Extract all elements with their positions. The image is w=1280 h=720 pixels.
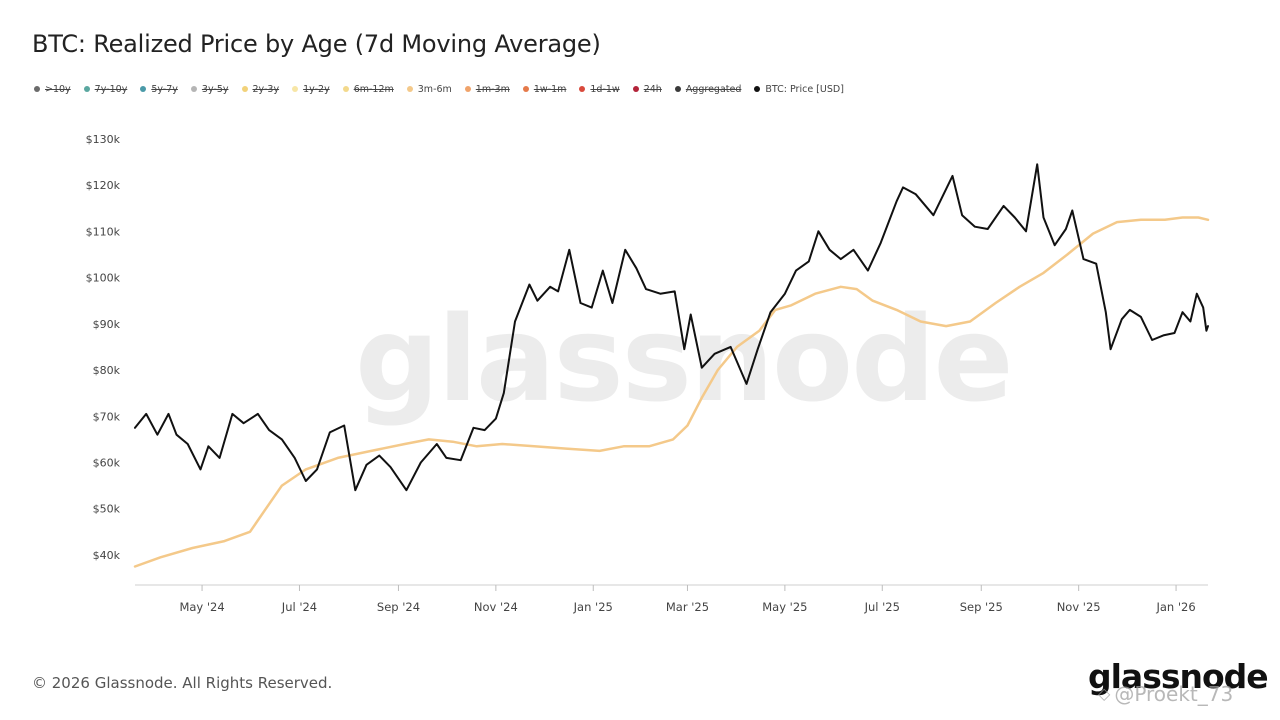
legend-item-btc-price-usd[interactable]: BTC: Price [USD] [754,84,844,95]
legend-dot [34,86,40,92]
legend-label: Aggregated [685,83,742,95]
copyright-text: © 2026 Glassnode. All Rights Reserved. [32,674,333,692]
x-tick-label: Sep '25 [960,600,1003,614]
legend-item-1w-1m[interactable]: 1w-1m [522,83,567,95]
legend-item-1y-2y[interactable]: 1y-2y [292,84,330,95]
y-tick-label: $120k [86,179,121,192]
legend-dot [190,86,197,92]
glassnode-logo: glassnode [1088,657,1269,696]
legend-item-1d-1w[interactable]: 1d-1w [579,83,620,95]
legend-item-24h[interactable]: 24h [632,83,662,95]
x-tick-label: Jan '25 [573,600,613,614]
legend-label: 1d-1w [590,83,620,95]
x-tick-label: May '24 [179,600,224,614]
legend-label: 3y-5y [201,83,229,95]
x-tick-label: Nov '24 [474,600,518,614]
x-tick-label: Nov '25 [1057,600,1101,614]
x-tick-label: Jul '24 [281,600,317,614]
chart-legend: >10y 7y-10y 5y-7y 3y-5y 2y-3y 1y-2y 6m-12m 3m-6… [34,82,857,96]
y-tick-label: $90k [93,318,121,331]
legend-item-5y-7y[interactable]: 5y-7y [140,84,178,95]
legend-dot [241,86,248,92]
legend-item-10y[interactable]: >10y [34,84,71,95]
x-tick-label: Jul '25 [864,600,900,614]
legend-label: 3m-6m [417,83,452,95]
legend-label: 7y-10y [94,83,128,95]
legend-dot [464,86,471,92]
y-tick-label: $60k [93,456,121,469]
legend-label: BTC: Price [USD] [765,83,844,95]
y-tick-label: $130k [86,133,121,146]
legend-dot [522,86,529,92]
y-tick-label: $100k [86,272,121,285]
legend-dot [579,86,586,92]
legend-dot [292,86,299,92]
series-line-3m-6m [133,216,1210,568]
legend-label: 1y-2y [303,83,330,95]
y-tick-label: $80k [93,364,121,377]
legend-dot [140,86,147,92]
legend-item-2y-3y[interactable]: 2y-3y [241,83,280,95]
chart-title: BTC: Realized Price by Age (7d Moving Av… [32,30,601,58]
legend-label: >10y [45,83,71,95]
legend-item-6m-12m[interactable]: 6m-12m [342,83,394,95]
legend-label: 2y-3y [252,83,280,95]
x-tick-label: May '25 [762,600,807,614]
x-tick-label: Mar '25 [666,600,709,614]
legend-dot [406,86,413,92]
legend-item-3y-5y[interactable]: 3y-5y [190,83,229,95]
legend-dot [342,86,349,92]
share-icon: ◇ [1098,684,1111,703]
legend-label: 1w-1m [533,83,567,95]
legend-label: 24h [643,83,662,95]
legend-item-aggregated[interactable]: Aggregated [674,83,742,95]
x-tick-label: Jan '26 [1155,600,1195,614]
user-watermark-text: @Proekt_73 [1114,682,1234,706]
legend-dot [632,86,639,92]
y-tick-label: $70k [93,410,121,423]
legend-label: 1m-3m [475,83,510,95]
legend-label: 5y-7y [151,83,178,95]
user-watermark: ◇ @Proekt_73 [1098,684,1233,704]
y-tick-label: $50k [93,503,121,516]
legend-dot [83,86,90,92]
legend-dot [754,86,761,92]
y-tick-label: $40k [93,549,121,562]
legend-item-3m-6m[interactable]: 3m-6m [406,83,452,95]
legend-item-1m-3m[interactable]: 1m-3m [464,83,510,95]
series-line-btc-price-usd [134,163,1209,492]
legend-label: 6m-12m [353,83,394,95]
legend-item-7y-10y[interactable]: 7y-10y [83,83,128,95]
y-tick-label: $110k [86,225,121,238]
legend-dot [674,86,681,92]
x-tick-label: Sep '24 [377,600,420,614]
